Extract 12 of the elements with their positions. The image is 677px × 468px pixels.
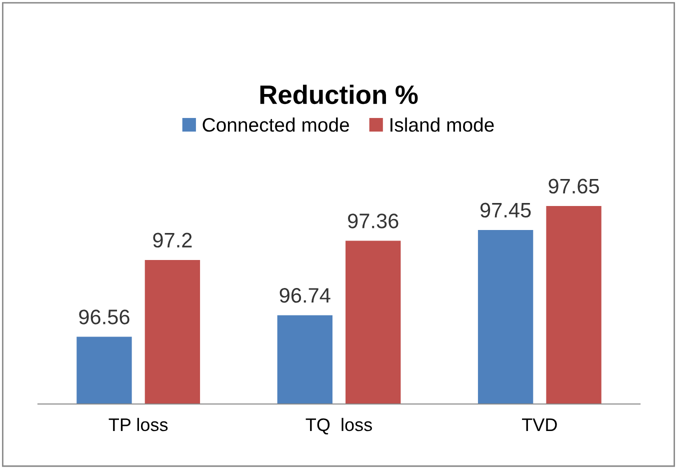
data-label: 96.56 (79, 310, 130, 324)
x-tick-label: TP loss (108, 418, 168, 432)
chart-title: Reduction % (260, 84, 418, 104)
data-label: 97.45 (480, 202, 531, 218)
x-tick-label: TVD (522, 418, 557, 431)
data-label: 97.2 (153, 232, 192, 248)
data-label: 96.74 (280, 288, 330, 303)
legend-label: Island mode (390, 118, 494, 132)
data-label: 97.65 (548, 178, 599, 194)
x-tick-label: TQ loss (306, 418, 372, 434)
data-label: 97.36 (348, 214, 398, 228)
legend-label: Connected mode (202, 118, 350, 132)
